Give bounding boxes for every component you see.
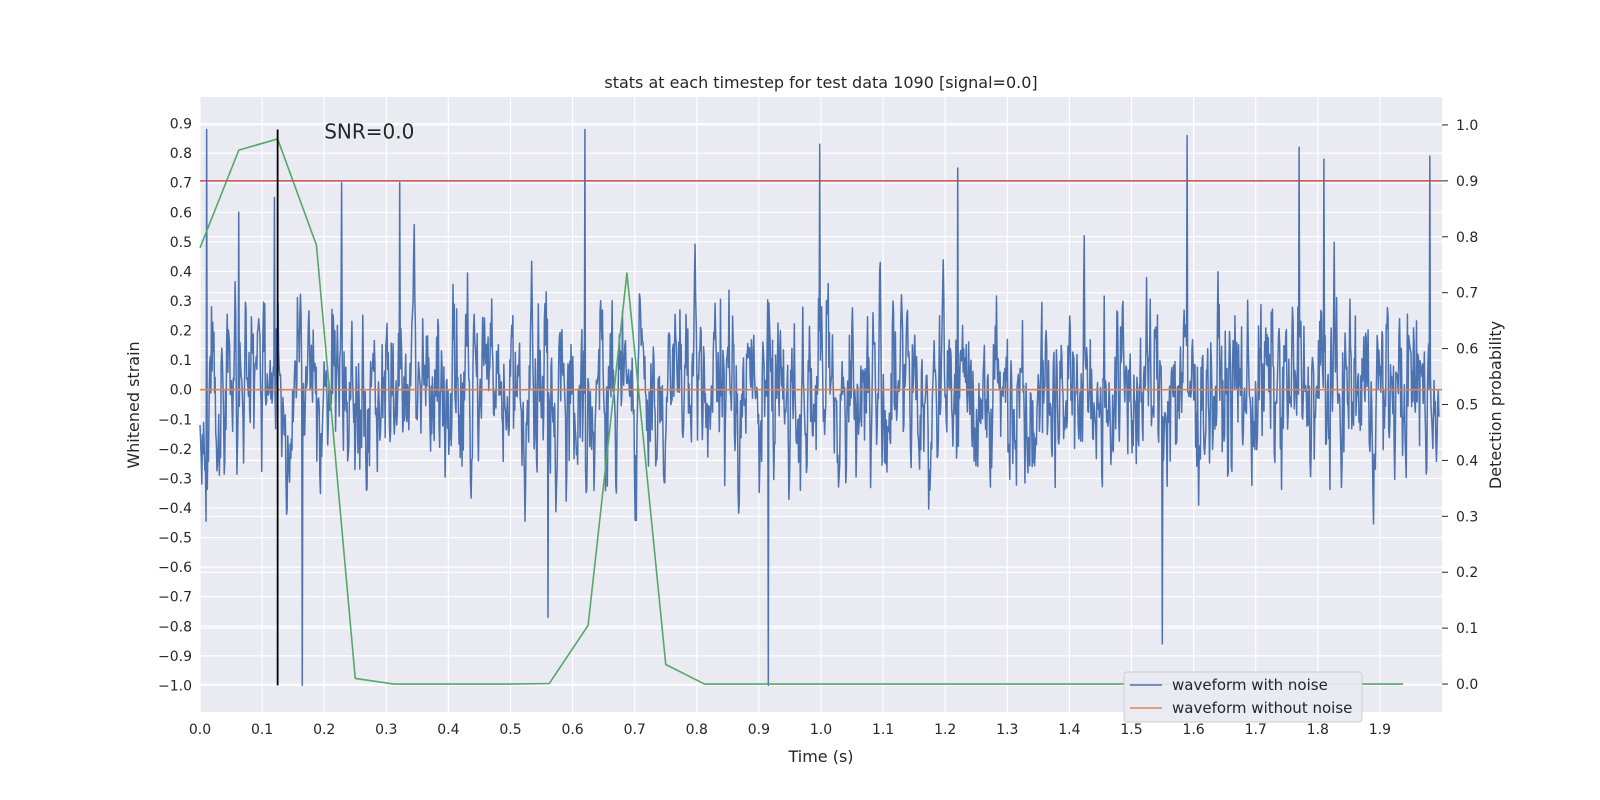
x-tick-label: 0.9 bbox=[748, 722, 770, 738]
y-tick-label: 0.3 bbox=[170, 294, 192, 310]
y2-tick-label: 0.3 bbox=[1456, 509, 1478, 525]
y-axis-ticks: −1.0 −0.9 −0.8 −0.7 −0.6 −0.5 −0.4 −0.3 −0.2 −0.1… bbox=[158, 117, 192, 695]
y-tick-label: −0.7 bbox=[158, 590, 192, 606]
x-tick-label: 0.6 bbox=[561, 722, 583, 738]
legend-label-waveform-without-noise: waveform without noise bbox=[1172, 699, 1352, 717]
y-tick-label: −1.0 bbox=[158, 678, 192, 694]
x-tick-label: 1.0 bbox=[810, 722, 832, 738]
y2-tick-label: 0.2 bbox=[1456, 565, 1478, 581]
y2-tick-label: 0.7 bbox=[1456, 286, 1478, 302]
legend-label-waveform-with-noise: waveform with noise bbox=[1172, 676, 1328, 694]
x-tick-label: 0.2 bbox=[313, 722, 335, 738]
legend-box bbox=[1123, 671, 1363, 723]
y2-axis-ticks: 0.0 0.1 0.2 0.3 0.4 0.5 0.6 0.7 0.8 0.9 1.0 bbox=[1442, 118, 1478, 693]
chart-title: stats at each timestep for test data 109… bbox=[604, 73, 1037, 92]
legend: waveform with noise waveform without noi… bbox=[1123, 671, 1363, 723]
y-tick-label: 0.6 bbox=[170, 205, 192, 221]
y-tick-label: −0.3 bbox=[158, 471, 192, 487]
snr-annotation: SNR=0.0 bbox=[324, 119, 414, 143]
y2-tick-label: 0.4 bbox=[1456, 453, 1478, 469]
y2-axis-label: Detection probability bbox=[1486, 321, 1505, 489]
x-tick-label: 1.8 bbox=[1307, 722, 1329, 738]
y-tick-label: 0.1 bbox=[170, 353, 192, 369]
x-tick-label: 1.9 bbox=[1369, 722, 1391, 738]
y-tick-label: −0.9 bbox=[158, 649, 192, 665]
x-tick-label: 0.1 bbox=[251, 722, 273, 738]
x-tick-label: 1.3 bbox=[996, 722, 1018, 738]
y-tick-label: 0.8 bbox=[170, 146, 192, 162]
y-tick-label: 0.7 bbox=[170, 176, 192, 192]
y2-tick-label: 0.8 bbox=[1456, 230, 1478, 246]
series-waveform-with-noise bbox=[199, 128, 1440, 687]
x-tick-label: 1.2 bbox=[934, 722, 956, 738]
y2-tick-label: 0.6 bbox=[1456, 342, 1478, 358]
y2-tick-label: 1.0 bbox=[1456, 118, 1478, 134]
y-tick-label: 0.2 bbox=[170, 324, 192, 340]
x-tick-label: 0.8 bbox=[686, 722, 708, 738]
y2-tick-label: 0.5 bbox=[1456, 398, 1478, 414]
grid-lines bbox=[199, 97, 1442, 712]
y-tick-label: 0.0 bbox=[170, 383, 192, 399]
y-tick-label: 0.4 bbox=[170, 264, 192, 280]
y-tick-label: −0.2 bbox=[158, 442, 192, 458]
x-tick-label: 1.4 bbox=[1058, 722, 1080, 738]
y2-tick-label: 0.0 bbox=[1456, 677, 1478, 693]
x-tick-label: 1.7 bbox=[1245, 722, 1267, 738]
y-tick-label: 0.9 bbox=[170, 117, 192, 133]
x-tick-label: 1.1 bbox=[872, 722, 894, 738]
x-tick-label: 1.5 bbox=[1120, 722, 1142, 738]
x-tick-label: 0.3 bbox=[375, 722, 397, 738]
y-tick-label: 0.5 bbox=[170, 235, 192, 251]
x-axis-label: Time (s) bbox=[787, 747, 853, 766]
x-tick-label: 0.5 bbox=[499, 722, 521, 738]
y-tick-label: −0.4 bbox=[158, 501, 192, 517]
x-axis-ticks: 0.0 0.1 0.2 0.3 0.4 0.5 0.6 0.7 0.8 0.9 1.0 1.1 1.2 1… bbox=[189, 722, 1391, 738]
reference-lines bbox=[200, 129, 1442, 686]
y-tick-label: −0.1 bbox=[158, 412, 192, 428]
y2-tick-label: 0.9 bbox=[1456, 174, 1478, 190]
y-axis-label: Whitened strain bbox=[124, 341, 143, 468]
x-tick-label: 0.4 bbox=[437, 722, 459, 738]
x-tick-label: 0.0 bbox=[189, 722, 211, 738]
x-tick-label: 1.6 bbox=[1182, 722, 1204, 738]
x-tick-label: 0.7 bbox=[624, 722, 646, 738]
y-tick-label: −0.8 bbox=[158, 619, 192, 635]
y-tick-label: −0.6 bbox=[158, 560, 192, 576]
y-tick-label: −0.5 bbox=[158, 531, 192, 547]
y2-tick-label: 0.1 bbox=[1456, 621, 1478, 637]
